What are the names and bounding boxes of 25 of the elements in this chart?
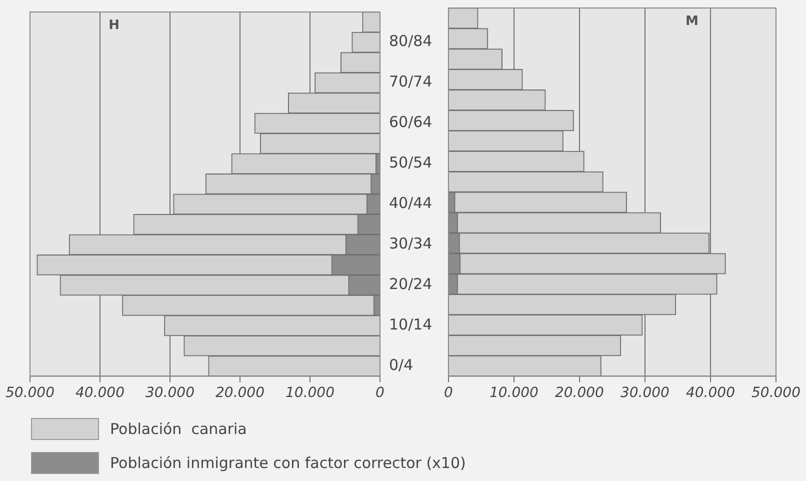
- x-tick-label: 20.000: [216, 385, 265, 402]
- y-tick-label: 80/84: [389, 32, 432, 50]
- text: M: [686, 14, 698, 29]
- x-tick-label: 0: [444, 385, 453, 402]
- x-tick-label: 40.000: [76, 385, 125, 402]
- x-tick-label: 0: [376, 385, 385, 402]
- text: H: [108, 18, 120, 33]
- x-tick-label: 20.000: [554, 385, 604, 402]
- y-tick-label: 30/34: [389, 234, 432, 253]
- x-tick-label: 30.000: [620, 385, 670, 402]
- y-tick-label: 60/64: [389, 113, 432, 132]
- x-tick-label: 40.000: [686, 385, 736, 402]
- y-tick-label: 0/4: [389, 356, 414, 374]
- x-tick-label: 50.000: [752, 385, 801, 402]
- y-tick-label: 20/24: [389, 275, 432, 294]
- y-tick-label: 50/54: [389, 154, 432, 172]
- y-tick-label: 10/14: [389, 316, 432, 334]
- y-tick-label: 70/74: [389, 72, 432, 91]
- legend-label: Población inmigrante con factor corrector (x10): [110, 454, 466, 472]
- y-tick-label: 40/44: [389, 194, 432, 212]
- x-tick-label: 50.000: [6, 385, 55, 402]
- x-tick-label: 30.000: [146, 385, 195, 402]
- x-tick-label: 10.000: [489, 385, 539, 402]
- legend-label: Población canaria: [110, 420, 247, 438]
- x-tick-label: 10.000: [286, 385, 335, 402]
